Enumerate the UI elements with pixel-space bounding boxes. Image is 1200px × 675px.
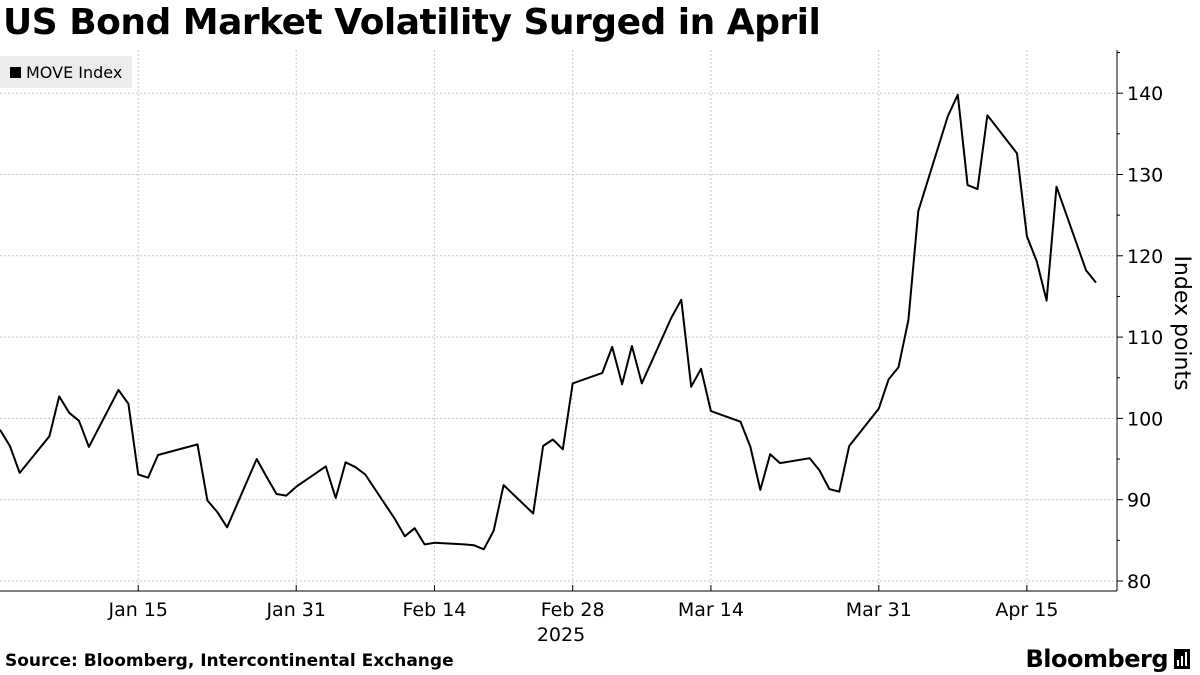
y-axis-label: Index points [1169, 255, 1194, 390]
y-tick-label: 90 [1127, 490, 1151, 512]
y-tick-label: 100 [1127, 408, 1163, 430]
y-tick-label: 140 [1127, 83, 1163, 105]
x-tick-label: Jan 31 [265, 599, 326, 621]
bloomberg-chart-icon [1174, 649, 1190, 669]
brand-name: Bloomberg [1025, 645, 1169, 673]
source-note: Source: Bloomberg, Intercontinental Exch… [5, 651, 454, 671]
legend: MOVE Index [0, 56, 132, 88]
y-tick-label: 130 [1127, 165, 1163, 187]
x-tick-label: Apr 15 [995, 599, 1058, 621]
brand-logo: Bloomberg [1026, 645, 1190, 673]
y-tick-label: 120 [1127, 246, 1163, 268]
legend-label: MOVE Index [26, 62, 123, 82]
x-tick-label: Feb 14 [403, 599, 467, 621]
y-tick-label: 80 [1127, 571, 1151, 593]
x-tick-label: Mar 31 [846, 599, 912, 621]
x-axis: Jan 15 Jan 31 Feb 14 Feb 28 Mar 14 Mar 31 Apr … [0, 585, 1117, 621]
x-axis-year-label: 2025 [537, 624, 585, 646]
gridlines [0, 50, 1117, 591]
y-tick-label: 110 [1127, 327, 1163, 349]
y-axis: 80 90 100 110 120 130 140 [1116, 50, 1163, 593]
x-tick-label: Jan 15 [107, 599, 168, 621]
chart-title: US Bond Market Volatility Surged in Apri… [3, 2, 821, 43]
series-layer [0, 93, 1097, 551]
x-tick-label: Mar 14 [678, 599, 744, 621]
x-tick-label: Feb 28 [541, 599, 605, 621]
legend-swatch [10, 66, 21, 78]
series-line-move-index [0, 93, 1097, 551]
